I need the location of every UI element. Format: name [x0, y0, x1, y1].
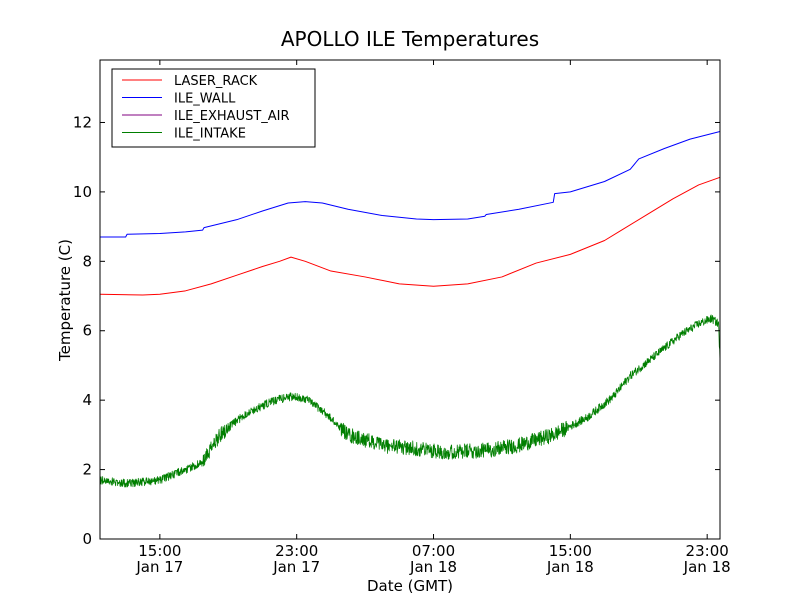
y-tick-label: 6	[82, 322, 92, 340]
series-line-ile-wall	[100, 131, 721, 238]
legend-label: LASER_RACK	[174, 74, 258, 89]
series-line-ile-intake	[99, 314, 721, 488]
legend-label: ILE_EXHAUST_AIR	[174, 109, 290, 124]
x-tick-date: Jan 18	[683, 558, 731, 576]
y-axis: 0 2 4 6 8 10 12	[73, 113, 720, 548]
y-tick-label: 2	[82, 461, 92, 479]
x-tick-time: 23:00	[686, 542, 729, 560]
series-line-laser-rack	[99, 176, 721, 296]
y-tick-label: 8	[82, 252, 92, 270]
y-tick-label: 0	[82, 530, 92, 548]
chart-title: APOLLO ILE Temperatures	[281, 27, 539, 51]
legend-box	[111, 68, 316, 148]
x-tick-date: Jan 18	[546, 558, 594, 576]
x-tick-date: Jan 17	[135, 558, 183, 576]
x-axis-label: Date (GMT)	[367, 577, 453, 595]
x-tick-time: 15:00	[138, 542, 181, 560]
x-tick-date: Jan 17	[272, 558, 320, 576]
y-tick-label: 10	[73, 183, 92, 201]
x-tick-time: 07:00	[412, 542, 455, 560]
legend-label: ILE_WALL	[174, 92, 236, 107]
series-layer	[99, 131, 721, 488]
y-axis-label: Temperature (C)	[56, 239, 74, 362]
legend-label: ILE_INTAKE	[174, 127, 246, 142]
y-tick-label: 4	[82, 391, 92, 409]
x-tick-date: Jan 18	[409, 558, 457, 576]
legend: LASER_RACK ILE_WALL ILE_EXHAUST_AIR ILE_INT…	[111, 68, 316, 148]
y-tick-label: 12	[73, 113, 92, 131]
x-tick-time: 23:00	[275, 542, 318, 560]
x-tick-time: 15:00	[549, 542, 592, 560]
plot-frame	[99, 59, 721, 540]
